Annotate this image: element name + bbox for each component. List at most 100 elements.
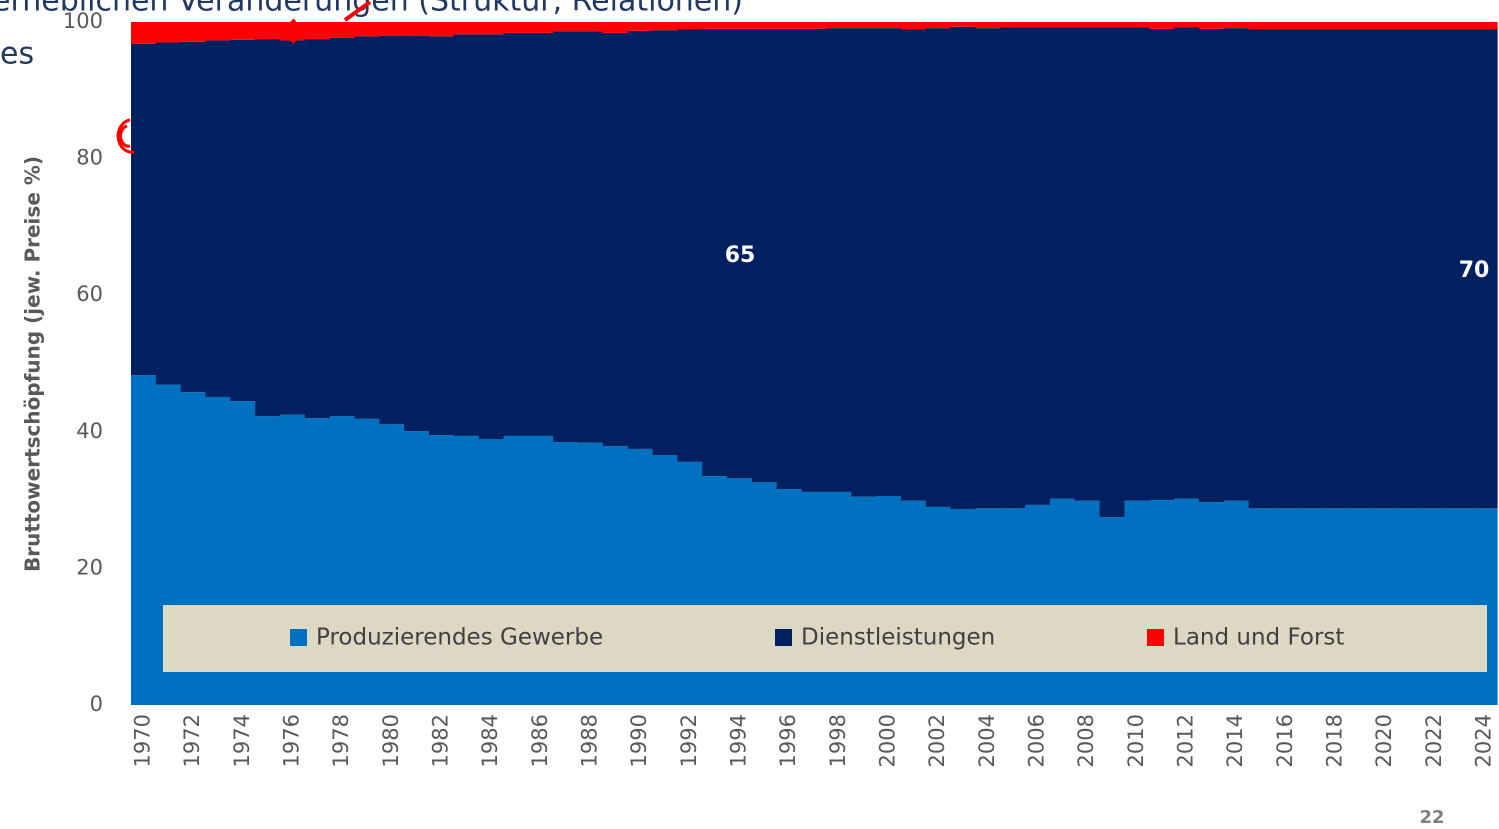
bar-segment	[1000, 22, 1026, 28]
bar-segment	[528, 22, 554, 33]
bar-segment	[851, 28, 877, 497]
bar-segment	[1273, 29, 1299, 509]
bar-segment	[1298, 29, 1324, 509]
bar-segment	[354, 22, 380, 37]
bar-segment	[1372, 29, 1399, 509]
bar-segment	[1198, 502, 1225, 705]
bar-segment	[1025, 504, 1051, 705]
bar-segment	[304, 22, 331, 40]
bar-segment	[776, 489, 803, 705]
bar-segment	[1198, 28, 1225, 503]
bar-segment	[851, 496, 877, 705]
x-tick-label: 2008	[1074, 714, 1098, 767]
bar-segment	[876, 28, 902, 497]
bar-segment	[900, 29, 927, 501]
bar-segment	[1174, 498, 1200, 705]
bar-segment	[329, 37, 356, 417]
bar-segment	[851, 22, 877, 29]
bar-segment	[1248, 22, 1275, 30]
x-tick-label: 2018	[1323, 714, 1347, 767]
x-tick-label: 1984	[478, 714, 502, 767]
legend-swatch	[1147, 629, 1164, 646]
bar-segment	[751, 28, 778, 483]
bar-segment	[900, 500, 927, 705]
legend-label: Land und Forst	[1173, 625, 1344, 651]
bar-segment	[677, 29, 703, 462]
bar-segment	[1198, 22, 1225, 29]
bar-segment	[925, 22, 952, 29]
bar-segment	[975, 22, 1001, 29]
bar-segment	[1174, 22, 1200, 28]
x-tick-label: 1982	[428, 714, 452, 767]
bar-segment	[1397, 22, 1424, 30]
bar-segment	[1074, 22, 1101, 28]
bar-segment	[801, 22, 828, 29]
bar-segment	[503, 32, 529, 436]
bar-segment	[528, 32, 554, 436]
page-number: 22	[1419, 807, 1444, 828]
bar-segment	[627, 30, 654, 449]
y-tick-label: 60	[76, 282, 103, 306]
bar-segment	[925, 28, 952, 507]
bar-segment	[702, 28, 728, 477]
bar-segment	[1223, 500, 1250, 705]
x-tick-label: 2012	[1174, 714, 1198, 767]
bar-segment	[1049, 22, 1076, 28]
slide-subtitle: es	[0, 37, 34, 72]
bar-segment	[304, 39, 331, 419]
bar-segment	[776, 28, 803, 490]
bar-segment	[1124, 500, 1150, 705]
x-tick-label: 1990	[627, 714, 651, 767]
bar-segment	[553, 31, 579, 443]
bar-segment	[1422, 22, 1448, 30]
bar-segment	[1323, 29, 1349, 509]
bar-segment	[453, 34, 480, 436]
scribble	[285, 0, 372, 44]
bar-segment	[950, 22, 977, 27]
x-tick-label: 1996	[776, 714, 800, 767]
x-tick-label: 1986	[528, 714, 552, 767]
bar-segment	[826, 22, 852, 29]
bar-segment	[975, 28, 1001, 509]
bar-segment	[1099, 22, 1126, 28]
x-tick-label: 2022	[1422, 714, 1446, 767]
bar-segment	[1149, 28, 1175, 501]
bar-segment	[1447, 22, 1473, 30]
bar-segment	[131, 22, 157, 44]
x-tick-label: 2016	[1273, 714, 1297, 767]
bar-segment	[280, 22, 306, 41]
bar-segment	[280, 40, 306, 415]
bar-segment	[1149, 22, 1175, 29]
bar-segment	[578, 22, 604, 32]
bar-segment	[255, 39, 281, 417]
bar-segment	[876, 22, 902, 29]
bar-segment	[1124, 27, 1150, 501]
y-tick-label: 80	[76, 146, 103, 170]
bar-segment	[1000, 27, 1026, 509]
bar-segment	[1174, 27, 1200, 499]
bar-segment	[602, 32, 629, 447]
bar-segment	[329, 22, 356, 38]
x-tick-label: 1998	[826, 714, 850, 767]
bar-segment	[900, 22, 927, 30]
y-axis-label: Bruttowertschöpfung (jew. Preise %)	[21, 156, 45, 572]
x-tick-label: 2014	[1223, 714, 1247, 767]
bar-segment	[652, 22, 678, 31]
bar-segment	[1124, 22, 1150, 28]
x-tick-label: 2006	[1025, 714, 1049, 767]
bar-segment	[230, 39, 256, 402]
bar-segment	[727, 22, 753, 29]
x-tick-label: 2004	[975, 714, 999, 767]
x-tick-label: 1978	[329, 714, 353, 767]
bar-segment	[1074, 27, 1101, 501]
x-tick-label: 2010	[1124, 714, 1148, 767]
bar-segment	[801, 28, 828, 492]
x-tick-label: 1974	[230, 714, 254, 767]
bar-segment	[478, 34, 505, 440]
x-tick-label: 1976	[279, 714, 303, 767]
bar-segment	[1447, 29, 1473, 509]
bar-segment	[1472, 22, 1498, 30]
bar-segment	[379, 22, 405, 36]
bar-segment	[453, 22, 480, 35]
